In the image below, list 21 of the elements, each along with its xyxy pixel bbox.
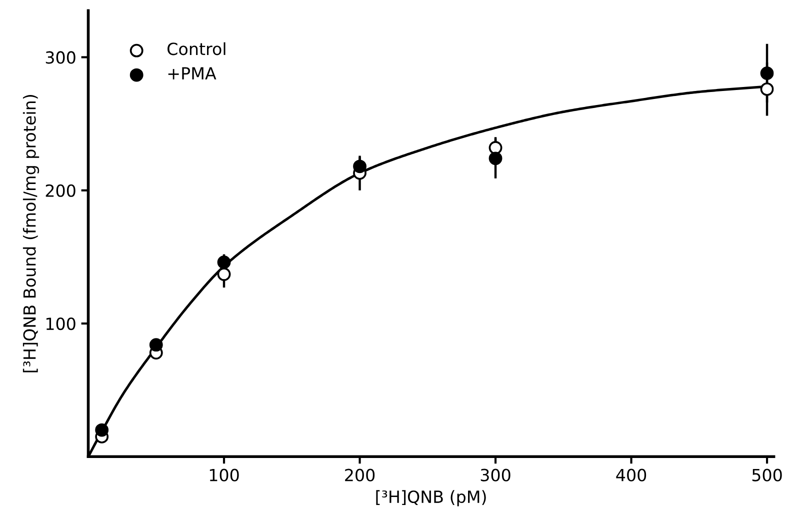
x-tick-label: 400 <box>616 468 646 482</box>
legend-label: Control <box>168 42 226 56</box>
x-tick-label: 200 <box>345 468 375 482</box>
y-axis-title: [³H]QNB Bound (fmol/mg protein) <box>22 95 40 372</box>
x-axis-title: [³H]QNB (pM) <box>376 490 486 506</box>
point <box>760 82 774 96</box>
point <box>95 423 109 437</box>
y-tick-label: 100 <box>46 317 76 330</box>
point <box>217 256 231 269</box>
point <box>217 268 231 281</box>
x-tick-label: 500 <box>752 468 782 482</box>
point <box>488 141 502 154</box>
x-tick-label: 300 <box>480 468 510 482</box>
y-tick-label: 300 <box>46 51 76 64</box>
y-tick-label: 200 <box>46 184 76 197</box>
legend-label: +PMA <box>168 67 216 80</box>
point <box>149 338 163 352</box>
point <box>353 160 366 174</box>
point <box>488 152 502 166</box>
point <box>760 66 774 80</box>
x-tick-label: 100 <box>210 468 239 482</box>
